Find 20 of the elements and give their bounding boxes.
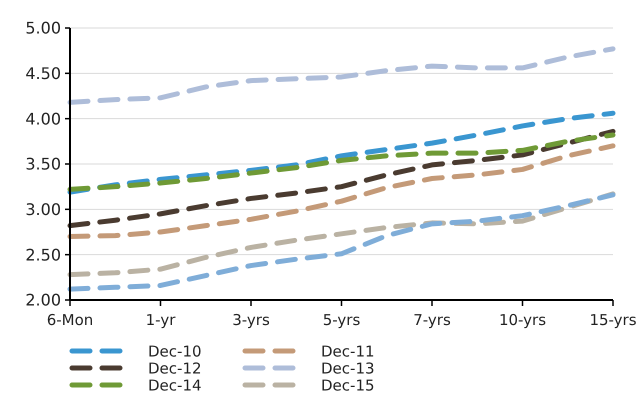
x-tick-label: 7-yrs [413,311,451,329]
y-tick-label: 5.00 [25,18,61,38]
y-tick-label: 2.50 [25,245,61,264]
y-tick-label: 3.00 [25,200,61,219]
y-tick-label: 3.50 [25,154,61,174]
legend-label: Dec-13 [321,359,375,378]
legend-label: Dec-10 [148,342,202,360]
x-tick-label: 5-yrs [322,311,360,329]
legend-label: Dec-14 [148,376,202,394]
x-tick-label: 3-yrs [232,311,270,329]
y-tick-label: 4.50 [25,64,61,83]
x-tick-label: 1-yr [146,311,176,329]
x-tick-label: 10-yrs [498,311,546,329]
legend-label: Dec-15 [321,376,375,394]
legend-label: Dec-11 [321,342,375,360]
y-tick-label: 4.00 [25,109,61,128]
x-tick-label: 6-Mon [46,311,94,329]
legend-label: Dec-12 [148,359,202,378]
y-tick-label: 2.00 [25,290,61,310]
x-tick-label: 15-yrs [589,311,637,329]
